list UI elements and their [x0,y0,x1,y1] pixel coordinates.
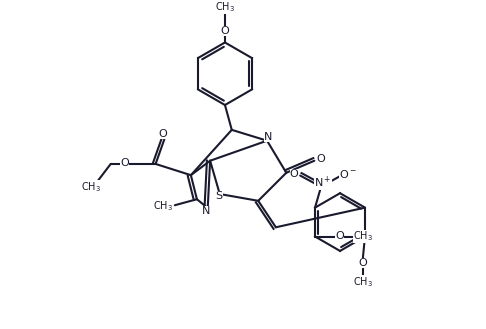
Text: CH$_3$: CH$_3$ [153,199,173,213]
Text: CH$_3$: CH$_3$ [215,1,235,14]
Text: O: O [290,168,298,179]
Text: CH$_3$: CH$_3$ [353,230,373,243]
Text: O: O [221,26,229,36]
Text: N$^+$: N$^+$ [314,175,332,190]
Text: N: N [264,133,272,142]
Text: O: O [359,258,367,267]
Text: CH$_3$: CH$_3$ [81,180,101,194]
Text: O: O [159,129,168,139]
Text: N: N [202,206,210,216]
Text: O: O [121,158,129,168]
Text: CH$_3$: CH$_3$ [353,275,373,289]
Text: O: O [316,154,325,164]
Text: O$^-$: O$^-$ [339,167,357,180]
Text: S: S [215,191,223,201]
Text: O: O [335,231,344,241]
